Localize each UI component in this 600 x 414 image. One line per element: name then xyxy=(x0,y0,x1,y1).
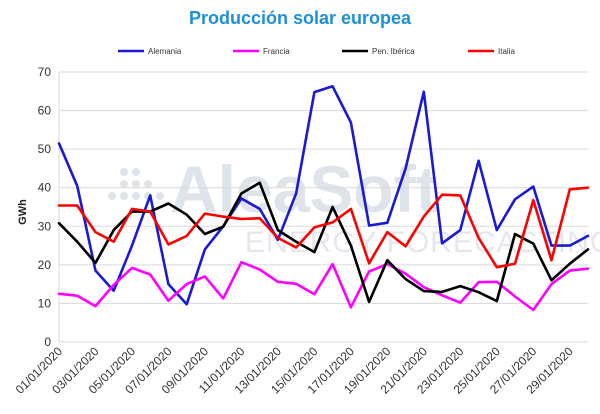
y-tick-label: 50 xyxy=(38,142,52,156)
x-axis: 01/01/202003/01/202005/01/202007/01/2020… xyxy=(13,344,576,397)
watermark-main: AleaSoft xyxy=(170,152,438,226)
legend-label: Francia xyxy=(263,47,290,56)
y-tick-label: 0 xyxy=(44,335,51,349)
y-axis-label: GWh xyxy=(17,199,29,225)
series-line-italia xyxy=(57,186,590,269)
y-tick-label: 60 xyxy=(38,104,52,118)
watermark-dots-icon xyxy=(108,168,164,200)
watermark: AleaSoft ENERGY FORECASTING xyxy=(108,152,600,259)
y-tick-label: 40 xyxy=(38,181,52,195)
series-line-francia xyxy=(57,260,590,312)
legend-label: Alemania xyxy=(148,47,182,56)
legend-label: Pen. Ibérica xyxy=(372,47,415,56)
y-tick-label: 10 xyxy=(38,296,52,310)
y-tick-label: 20 xyxy=(38,258,52,272)
y-tick-label: 30 xyxy=(38,219,52,233)
y-tick-label: 70 xyxy=(38,65,52,79)
series-group xyxy=(57,85,590,312)
watermark-sub: ENERGY FORECASTING xyxy=(245,226,600,259)
series-line-alemania xyxy=(57,85,590,306)
chart-title: Producción solar europea xyxy=(189,8,412,28)
legend-label: Italia xyxy=(498,47,515,56)
legend: Alemania Francia Pen. Ibérica Italia xyxy=(118,47,515,56)
y-axis: 0 10 20 30 40 50 60 70 xyxy=(38,65,52,349)
grid xyxy=(58,71,588,343)
